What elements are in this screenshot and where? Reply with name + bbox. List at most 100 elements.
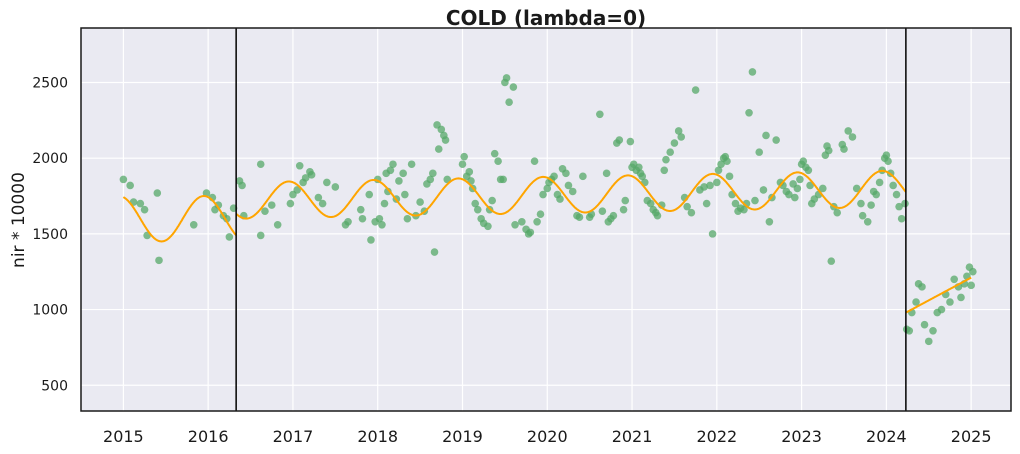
data-point	[677, 133, 686, 141]
data-point	[683, 202, 691, 211]
data-point	[568, 187, 577, 196]
data-point	[937, 305, 946, 314]
data-point	[897, 214, 906, 223]
data-point	[967, 281, 975, 290]
data-point	[314, 193, 323, 202]
data-point	[762, 131, 770, 140]
data-point	[238, 181, 246, 190]
data-point	[638, 172, 647, 181]
data-point	[646, 199, 655, 208]
x-tick-label: 2024	[866, 427, 907, 446]
data-point	[924, 337, 933, 346]
data-point	[441, 136, 450, 144]
data-point	[323, 178, 331, 187]
x-axis-ticks: 2015 2016 2017 2018 2019 2020 2021 2022 2023 2024…	[103, 427, 991, 446]
data-point	[256, 160, 265, 169]
data-point	[857, 199, 865, 208]
x-tick-label: 2022	[696, 427, 737, 446]
data-point	[530, 157, 539, 166]
data-point	[609, 211, 618, 220]
data-point	[751, 196, 759, 205]
data-point	[785, 190, 793, 199]
data-point	[889, 181, 897, 190]
data-point	[598, 207, 607, 215]
data-point	[621, 196, 630, 205]
data-point	[674, 127, 683, 135]
data-point	[875, 178, 884, 187]
data-point	[509, 83, 518, 91]
data-point	[666, 148, 674, 156]
data-point	[429, 169, 437, 178]
data-point	[799, 157, 808, 166]
data-point	[713, 178, 721, 187]
data-point	[365, 190, 374, 199]
data-point	[443, 175, 452, 184]
y-tick-label: 500	[41, 378, 68, 394]
data-point	[872, 190, 881, 199]
data-point	[700, 183, 708, 191]
data-point	[791, 193, 799, 202]
data-point	[358, 214, 367, 223]
data-point	[714, 166, 723, 175]
data-point	[430, 248, 439, 256]
x-tick-label: 2025	[951, 427, 992, 446]
data-point	[562, 169, 570, 178]
data-point	[488, 196, 496, 205]
data-point	[458, 160, 467, 169]
data-point	[772, 136, 780, 144]
data-point	[344, 217, 352, 226]
data-point	[827, 257, 836, 265]
data-point	[526, 228, 535, 237]
data-point	[912, 298, 920, 306]
x-tick-label: 2016	[188, 427, 229, 446]
data-point	[662, 155, 670, 164]
data-point	[367, 236, 375, 244]
data-point	[318, 199, 327, 208]
data-point	[717, 160, 725, 169]
data-point	[901, 199, 909, 208]
data-point	[556, 195, 564, 203]
data-point	[748, 68, 757, 76]
data-point	[892, 190, 901, 199]
data-point	[378, 220, 386, 229]
data-point	[596, 110, 604, 119]
data-point	[119, 175, 128, 184]
data-point	[550, 172, 558, 181]
data-point	[490, 149, 499, 158]
data-point	[920, 320, 929, 329]
x-tick-label: 2021	[612, 427, 653, 446]
data-point	[386, 166, 395, 175]
y-tick-label: 1500	[32, 227, 68, 243]
data-point	[882, 151, 891, 159]
chart-title: COLD (lambda=0)	[446, 6, 646, 30]
data-point	[460, 152, 468, 161]
data-point	[140, 205, 149, 214]
data-point	[575, 213, 584, 222]
data-point	[723, 157, 731, 166]
data-point	[687, 208, 696, 217]
data-point	[395, 177, 403, 185]
y-axis-label: nir * 10000	[9, 172, 29, 268]
data-point	[539, 190, 547, 199]
data-point	[619, 205, 628, 214]
data-point	[852, 184, 861, 193]
data-point	[946, 298, 954, 306]
x-tick-label: 2019	[442, 427, 483, 446]
data-point	[155, 256, 163, 265]
data-point	[426, 175, 435, 184]
data-point	[261, 207, 269, 215]
data-point	[626, 137, 635, 146]
data-point	[356, 205, 365, 214]
data-point	[670, 139, 679, 147]
data-point	[399, 169, 407, 178]
data-point	[635, 163, 643, 172]
data-point	[818, 184, 827, 193]
data-point	[844, 127, 853, 135]
data-point	[969, 267, 977, 276]
x-tick-label: 2015	[103, 427, 144, 446]
data-point	[543, 184, 552, 193]
x-tick-label: 2017	[273, 427, 314, 446]
data-point	[471, 199, 480, 208]
data-point	[660, 166, 669, 175]
data-point	[273, 220, 282, 229]
